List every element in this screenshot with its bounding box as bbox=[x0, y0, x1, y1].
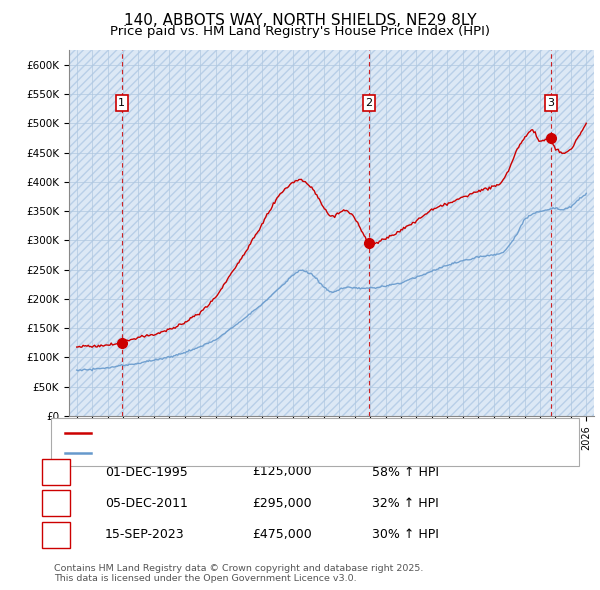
Text: 2: 2 bbox=[365, 98, 373, 108]
Text: 1: 1 bbox=[53, 466, 61, 478]
Text: £125,000: £125,000 bbox=[252, 466, 311, 478]
Text: 3: 3 bbox=[53, 528, 61, 541]
Text: Price paid vs. HM Land Registry's House Price Index (HPI): Price paid vs. HM Land Registry's House … bbox=[110, 25, 490, 38]
Text: 1: 1 bbox=[118, 98, 125, 108]
Text: 3: 3 bbox=[547, 98, 554, 108]
Text: 58% ↑ HPI: 58% ↑ HPI bbox=[372, 466, 439, 478]
Text: 15-SEP-2023: 15-SEP-2023 bbox=[105, 528, 185, 541]
Text: 32% ↑ HPI: 32% ↑ HPI bbox=[372, 497, 439, 510]
Text: 01-DEC-1995: 01-DEC-1995 bbox=[105, 466, 188, 478]
Text: 140, ABBOTS WAY, NORTH SHIELDS, NE29 8LY: 140, ABBOTS WAY, NORTH SHIELDS, NE29 8LY bbox=[124, 13, 476, 28]
Text: 30% ↑ HPI: 30% ↑ HPI bbox=[372, 528, 439, 541]
Text: £295,000: £295,000 bbox=[252, 497, 311, 510]
Text: Contains HM Land Registry data © Crown copyright and database right 2025.
This d: Contains HM Land Registry data © Crown c… bbox=[54, 563, 424, 583]
Text: 140, ABBOTS WAY, NORTH SHIELDS, NE29 8LY (detached house): 140, ABBOTS WAY, NORTH SHIELDS, NE29 8LY… bbox=[96, 428, 462, 438]
Text: 2: 2 bbox=[53, 497, 61, 510]
Text: HPI: Average price, detached house, North Tyneside: HPI: Average price, detached house, Nort… bbox=[96, 448, 392, 457]
Text: 05-DEC-2011: 05-DEC-2011 bbox=[105, 497, 188, 510]
Text: £475,000: £475,000 bbox=[252, 528, 312, 541]
